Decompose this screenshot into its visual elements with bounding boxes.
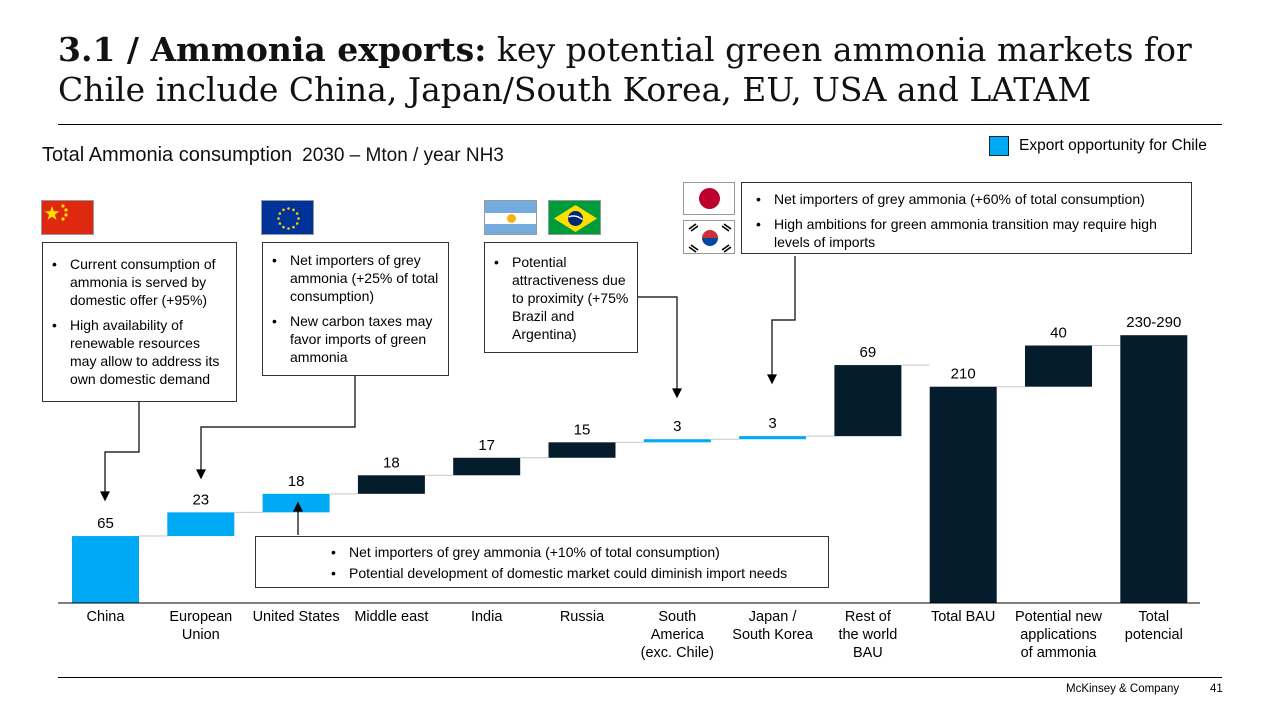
japan-flag-icon (683, 182, 735, 215)
bar-rest-of-the-world-bau (834, 365, 902, 437)
category-label-south-america-exc-chile: South America (exc. Chile) (640, 609, 714, 661)
value-label-japan-south-korea: 3 (768, 415, 776, 432)
eu-note-1: Net importers of grey ammonia (+25% of t… (263, 251, 442, 305)
bar-united-states (262, 493, 330, 513)
china-note-1: Current consumption of ammonia is served… (43, 255, 228, 309)
usa-note-1: Net importers of grey ammonia (+10% of t… (322, 543, 822, 561)
bar-european-union (167, 512, 235, 537)
chart-title-text: Total Ammonia consumption (42, 144, 293, 166)
eu-callout-line (200, 376, 356, 471)
category-label-russia: Russia (559, 609, 605, 625)
china-flag-stars (44, 204, 68, 221)
bar-south-america-exc-chile (643, 439, 711, 443)
usa-note-2: Potential development of domestic market… (322, 564, 822, 582)
value-label-total-potencial: 230-290 (1126, 314, 1181, 331)
chart-title: Total Ammonia consumption 2030 – Mton / y… (42, 144, 504, 167)
china-note-2: High availability of renewable resources… (43, 316, 228, 388)
bar-total-potencial (1120, 335, 1188, 603)
value-label-european-union: 23 (192, 491, 209, 508)
latam-note-1: Potential attractiveness due to proximit… (485, 253, 631, 343)
japan-note-1: Net importers of grey ammonia (+60% of t… (747, 190, 1181, 208)
value-label-china: 65 (97, 515, 114, 532)
japan-note-2: High ambitions for green ammonia transit… (747, 215, 1181, 251)
bar-middle-east (357, 475, 425, 494)
japan-callout-arrow (767, 374, 777, 385)
category-label-india: India (470, 609, 503, 625)
korea-flag-shape (688, 223, 732, 253)
category-label-total-potencial: Total potencial (1124, 609, 1183, 643)
china-annotation: Current consumption of ammonia is served… (42, 242, 237, 402)
bar-potential-new-applications-of-ammonia (1025, 345, 1092, 387)
callout-connectors (100, 256, 796, 535)
eu-annotation: Net importers of grey ammonia (+25% of t… (262, 242, 449, 376)
latam-callout-line (638, 296, 678, 390)
value-label-potential-new-applications-of-ammonia: 40 (1050, 325, 1067, 342)
value-label-rest-of-the-world-bau: 69 (860, 344, 877, 361)
brazil-flag-icon (548, 200, 601, 235)
value-label-united-states: 18 (288, 473, 305, 490)
title-rule (58, 124, 1222, 125)
brazil-flag-shape (554, 205, 597, 232)
category-label-rest-of-the-world-bau: Rest of the world BAU (838, 609, 898, 661)
china-callout-arrow (100, 491, 110, 502)
latam-callout-arrow (672, 388, 682, 399)
page-title: 3.1 / Ammonia exports: key potential gre… (58, 30, 1238, 110)
bar-japan-south-korea (739, 436, 807, 440)
page-number: 41 (1210, 683, 1223, 695)
japan-korea-annotation: Net importers of grey ammonia (+60% of t… (741, 182, 1192, 254)
china-flag-icon (41, 200, 94, 235)
latam-annotation: Potential attractiveness due to proximit… (484, 242, 638, 353)
footer-company: McKinsey & Company (1066, 683, 1180, 695)
bar-india (453, 457, 521, 476)
category-label-middle-east: Middle east (354, 609, 429, 625)
eu-flag-icon (261, 200, 314, 235)
eu-note-2: New carbon taxes may favor imports of gr… (263, 312, 442, 366)
legend-label: Export opportunity for Chile (1019, 137, 1207, 154)
value-label-south-america-exc-chile: 3 (673, 418, 681, 435)
category-label-european-union: European Union (169, 609, 233, 643)
eu-flag-stars (277, 207, 300, 230)
south-korea-flag-icon (683, 220, 735, 254)
value-label-middle-east: 18 (383, 454, 400, 471)
usa-callout-arrow (293, 501, 303, 512)
category-label-potential-new-applications-of-ammonia: Potential new applications of ammonia (1014, 609, 1103, 661)
title-bold: 3.1 / Ammonia exports: (58, 30, 487, 69)
bar-russia (548, 442, 616, 458)
legend-swatch-export (989, 136, 1009, 156)
title-rest: key potential green ammonia markets for … (58, 30, 1192, 109)
bar-china (72, 536, 139, 603)
japan-callout-line (771, 256, 796, 376)
chart-unit: 2030 – Mton / year NH3 (302, 145, 504, 166)
category-label-total-bau: Total BAU (930, 609, 996, 625)
bar-total-bau (929, 386, 997, 603)
usa-annotation: Net importers of grey ammonia (+10% of t… (255, 536, 829, 588)
chart-legend: Export opportunity for Chile (989, 136, 1207, 156)
eu-callout-arrow (196, 469, 206, 480)
footer-rule (58, 677, 1222, 678)
category-label-china: China (86, 609, 125, 625)
value-label-india: 17 (478, 437, 495, 454)
value-label-russia: 15 (574, 421, 591, 438)
category-label-japan-south-korea: Japan / South Korea (732, 609, 813, 643)
chart-value-labels: 65 23 18 18 17 15 3 3 69 210 40 230-290 (97, 314, 1181, 532)
argentina-flag-icon (484, 200, 537, 235)
category-label-united-states: United States (252, 609, 340, 625)
china-callout-line (104, 402, 140, 493)
chart-bars (72, 335, 1188, 603)
value-label-total-bau: 210 (951, 366, 976, 383)
